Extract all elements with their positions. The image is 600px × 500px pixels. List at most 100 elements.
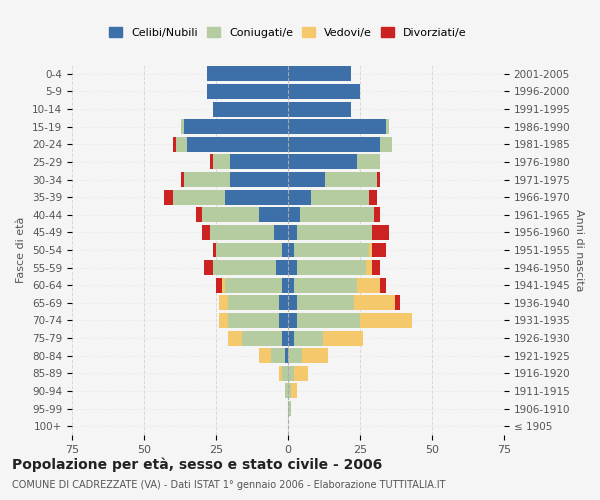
Bar xyxy=(208,84,288,99)
Text: COMUNE DI CADREZZATE (VA) - Dati ISTAT 1° gennaio 2006 - Elaborazione TUTTITALIA: COMUNE DI CADREZZATE (VA) - Dati ISTAT 1… xyxy=(12,480,445,490)
Bar xyxy=(184,119,288,134)
Bar xyxy=(216,278,222,292)
Bar xyxy=(368,242,371,258)
Bar xyxy=(288,225,296,240)
Bar xyxy=(219,313,227,328)
Bar xyxy=(288,119,386,134)
Bar xyxy=(357,154,380,170)
Bar xyxy=(227,313,280,328)
Bar xyxy=(230,154,288,170)
Bar xyxy=(288,242,294,258)
Bar xyxy=(288,348,302,363)
Legend: Celibi/Nubili, Coniugati/e, Vedovi/e, Divorziati/e: Celibi/Nubili, Coniugati/e, Vedovi/e, Di… xyxy=(105,22,471,42)
Bar xyxy=(323,330,363,345)
Bar xyxy=(288,278,294,292)
Bar xyxy=(291,384,296,398)
Bar xyxy=(377,172,380,187)
Bar xyxy=(288,366,294,381)
Bar xyxy=(282,366,288,381)
Bar xyxy=(296,296,354,310)
Bar xyxy=(164,190,173,204)
Bar xyxy=(288,172,325,187)
Bar xyxy=(357,278,380,292)
Bar xyxy=(368,190,377,204)
Bar xyxy=(213,260,277,275)
Bar xyxy=(386,119,389,134)
Bar xyxy=(354,296,395,310)
Bar xyxy=(271,348,285,363)
Bar xyxy=(176,137,187,152)
Bar xyxy=(173,190,224,204)
Bar xyxy=(296,260,366,275)
Y-axis label: Fasce di età: Fasce di età xyxy=(16,217,26,283)
Bar xyxy=(210,225,274,240)
Bar xyxy=(181,119,184,134)
Bar xyxy=(196,208,202,222)
Bar xyxy=(294,330,323,345)
Bar xyxy=(288,401,291,416)
Bar xyxy=(213,154,230,170)
Bar xyxy=(294,278,357,292)
Bar xyxy=(184,172,230,187)
Y-axis label: Anni di nascita: Anni di nascita xyxy=(574,209,584,291)
Bar xyxy=(242,330,282,345)
Bar xyxy=(213,102,288,116)
Bar xyxy=(288,66,352,82)
Bar xyxy=(222,278,224,292)
Bar xyxy=(202,225,210,240)
Bar xyxy=(213,242,216,258)
Bar xyxy=(371,260,380,275)
Bar xyxy=(288,296,296,310)
Bar xyxy=(288,102,352,116)
Text: Popolazione per età, sesso e stato civile - 2006: Popolazione per età, sesso e stato civil… xyxy=(12,458,382,472)
Bar xyxy=(285,384,288,398)
Bar xyxy=(224,278,282,292)
Bar xyxy=(274,225,288,240)
Bar xyxy=(288,330,294,345)
Bar xyxy=(288,84,360,99)
Bar xyxy=(230,172,288,187)
Bar xyxy=(181,172,184,187)
Bar xyxy=(224,190,288,204)
Bar xyxy=(325,172,377,187)
Bar xyxy=(219,296,227,310)
Bar xyxy=(210,154,213,170)
Bar xyxy=(187,137,288,152)
Bar xyxy=(311,190,368,204)
Bar xyxy=(395,296,400,310)
Bar xyxy=(288,190,311,204)
Bar xyxy=(288,208,299,222)
Bar xyxy=(282,242,288,258)
Bar xyxy=(259,348,271,363)
Bar xyxy=(280,296,288,310)
Bar xyxy=(366,260,371,275)
Bar xyxy=(380,137,392,152)
Bar xyxy=(227,296,280,310)
Bar xyxy=(374,208,380,222)
Bar xyxy=(288,154,357,170)
Bar xyxy=(371,225,389,240)
Bar xyxy=(280,366,282,381)
Bar xyxy=(296,225,371,240)
Bar xyxy=(277,260,288,275)
Bar xyxy=(205,260,213,275)
Bar xyxy=(216,242,282,258)
Bar xyxy=(288,137,380,152)
Bar xyxy=(302,348,328,363)
Bar xyxy=(380,278,386,292)
Bar xyxy=(288,384,291,398)
Bar xyxy=(285,348,288,363)
Bar xyxy=(259,208,288,222)
Bar xyxy=(282,278,288,292)
Bar xyxy=(288,260,296,275)
Bar xyxy=(208,66,288,82)
Bar xyxy=(371,242,386,258)
Bar xyxy=(280,313,288,328)
Bar xyxy=(202,208,259,222)
Bar xyxy=(282,330,288,345)
Bar xyxy=(360,313,412,328)
Bar xyxy=(296,313,360,328)
Bar xyxy=(227,330,242,345)
Bar xyxy=(294,366,308,381)
Bar xyxy=(173,137,176,152)
